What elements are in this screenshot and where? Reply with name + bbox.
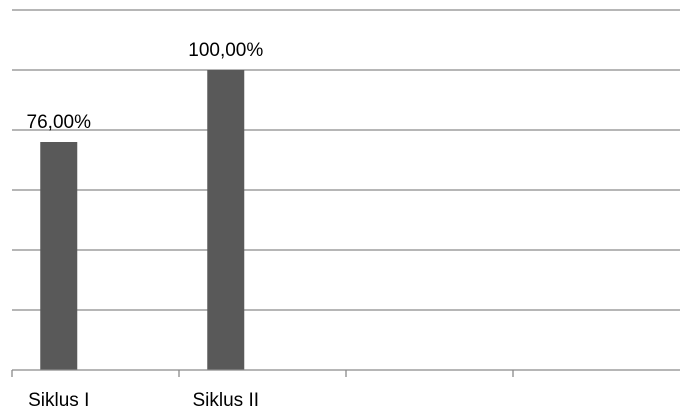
category-label: Siklus I — [28, 390, 89, 411]
gridlines — [12, 9, 680, 311]
x-axis: Siklus I Siklus II — [11, 369, 680, 411]
data-label: 76,00% — [27, 112, 92, 133]
bar — [207, 70, 245, 370]
bars — [40, 70, 245, 370]
bar — [40, 142, 78, 370]
category-label: Siklus II — [192, 390, 259, 411]
data-labels: 76,00% 100,00% — [27, 40, 264, 133]
data-label: 100,00% — [188, 40, 263, 61]
